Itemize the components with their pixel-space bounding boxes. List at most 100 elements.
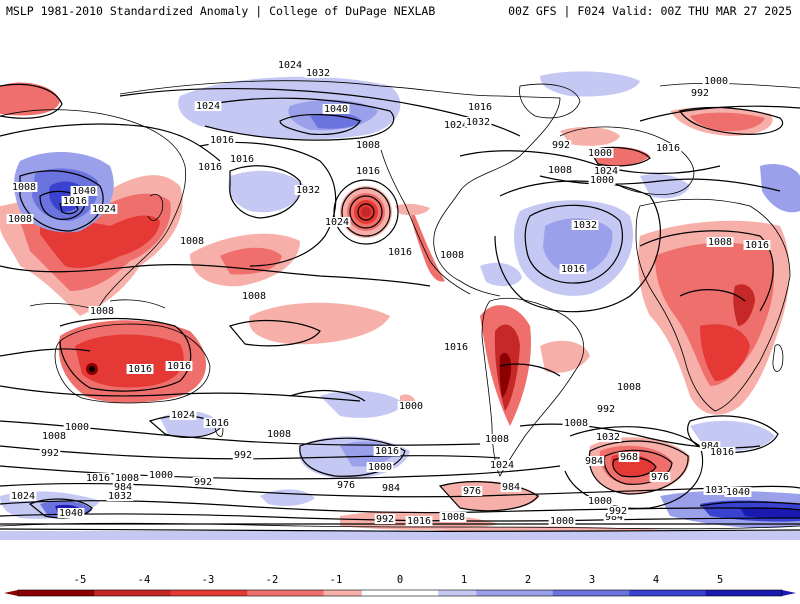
isobar-label-bg (586, 496, 614, 506)
isobar-label-bg (304, 68, 332, 78)
isobar-label-bg (165, 361, 193, 371)
run-info: 00Z GFS | F024 Valid: 00Z THU MAR 27 202… (508, 4, 792, 18)
isobar-label: 1008 (564, 418, 588, 429)
isobar-label: 1040 (59, 508, 83, 519)
isobar-label: 984 (502, 482, 520, 493)
isobar-label: 1032 (306, 68, 330, 79)
isobar-label-bg (586, 148, 614, 158)
colorbar-tick-label: 4 (653, 574, 659, 586)
isobar-label-bg (724, 487, 752, 497)
isobar-label-bg (113, 473, 141, 483)
isobar-label: 1040 (324, 104, 348, 115)
isobar-label: 1008 (8, 214, 32, 225)
isobar-label: 1040 (726, 487, 750, 498)
colorbar-segment (629, 590, 707, 596)
isobar-label-bg (550, 140, 572, 150)
colorbar-zero-band (361, 590, 439, 596)
isobar-label: 1000 (149, 470, 173, 481)
isobar-label-bg (386, 247, 414, 257)
isobar-label: 968 (620, 452, 638, 463)
isobar-label-bg (618, 452, 640, 462)
isobar-label: 1016 (468, 102, 492, 113)
isobar-label: 1024 (594, 166, 618, 177)
isobar-label: 1008 (485, 434, 509, 445)
isobar-label-bg (380, 483, 402, 493)
isobar-label: 1016 (375, 446, 399, 457)
isobar-label-bg (500, 482, 522, 492)
isobar-label: 1024 (92, 204, 116, 215)
isobar-label: 1032 (596, 432, 620, 443)
colorbar-left-arrow (4, 590, 18, 596)
isobar-label: 1024 (490, 460, 514, 471)
colorbar-tick-label: -5 (74, 574, 87, 586)
isobar-label: 1008 (548, 165, 572, 176)
isobar-label-bg (592, 166, 620, 176)
isobar-label-bg (112, 482, 134, 492)
colorbar-segment (94, 590, 172, 596)
isobar-label-bg (594, 432, 622, 442)
isobar-label-bg (265, 429, 293, 439)
isobar-label: 992 (552, 140, 570, 151)
isobar-label-bg (196, 162, 224, 172)
isobar-label: 1008 (708, 237, 732, 248)
isobar-label-bg (562, 418, 590, 428)
isobar-label-bg (276, 60, 304, 70)
isobar-label-bg (483, 434, 511, 444)
colorbar-segment (247, 590, 325, 596)
isobar-label: 1016 (198, 162, 222, 173)
isobar-label-bg (464, 117, 492, 127)
isobar-label-bg (169, 410, 197, 420)
isobar-label: 992 (691, 88, 709, 99)
isobar-label-bg (595, 404, 617, 414)
isobar-label: 1032 (466, 117, 490, 128)
isobar-label: 992 (234, 450, 252, 461)
colorbar-segment (400, 590, 477, 596)
isobar-label-bg (583, 456, 605, 466)
isobar-label: 1016 (745, 240, 769, 251)
colorbar-segment (552, 590, 630, 596)
isobar-label: 976 (337, 480, 355, 491)
isobar-label: 1008 (440, 250, 464, 261)
isobar-label: 1000 (588, 496, 612, 507)
isobar-label: 1000 (399, 401, 423, 412)
isobar-label-bg (203, 418, 231, 428)
isobar-label-bg (743, 240, 771, 250)
isobar-label-bg (323, 217, 351, 227)
isobar-label: 1024 (444, 120, 468, 131)
isobar-label-bg (405, 516, 433, 526)
isobar-label: 1000 (368, 462, 392, 473)
isobar-label: 1016 (356, 166, 380, 177)
isobar-label: 1016 (210, 135, 234, 146)
isobar-label: 1016 (86, 473, 110, 484)
isobar-label-bg (194, 101, 222, 111)
isobar-label: 984 (605, 512, 623, 523)
isobar-label-bg (57, 508, 85, 518)
isobar-label: 984 (114, 482, 132, 493)
isobar-label-bg (607, 506, 629, 516)
isobar-label-bg (559, 264, 587, 274)
isobar-label: 1008 (267, 429, 291, 440)
isobar-label-bg (70, 186, 98, 196)
isobar-label: 992 (194, 477, 212, 488)
isobar-label: 1032 (296, 185, 320, 196)
isobar-label-bg (703, 485, 731, 495)
anomaly-colorbar: -5 -4 -3 -2 -1 0 1 2 3 4 5 (0, 568, 800, 600)
isobar-label-bg (708, 447, 736, 457)
isobar-label: 1032 (108, 491, 132, 502)
isobar-label: 1032 (705, 485, 729, 496)
isobar-label: 1016 (205, 418, 229, 429)
isobar-label-bg (40, 431, 68, 441)
isobar-label: 1008 (115, 473, 139, 484)
isobar-label-bg (649, 472, 671, 482)
isobar-label: 992 (609, 506, 627, 517)
isobar-label: 1016 (230, 154, 254, 165)
isobar-label: 1024 (11, 491, 35, 502)
isobar-label-bg (294, 185, 322, 195)
isobar-label-bg (126, 364, 154, 374)
isobar-label: 1032 (573, 220, 597, 231)
isobar-label-bg (439, 512, 467, 522)
colorbar-tick-label: -4 (138, 574, 151, 586)
isobar-labels: 1024103210401024101610161008101610321040… (6, 60, 771, 527)
colorbar-segment (705, 590, 783, 596)
isobar-label: 1016 (561, 264, 585, 275)
